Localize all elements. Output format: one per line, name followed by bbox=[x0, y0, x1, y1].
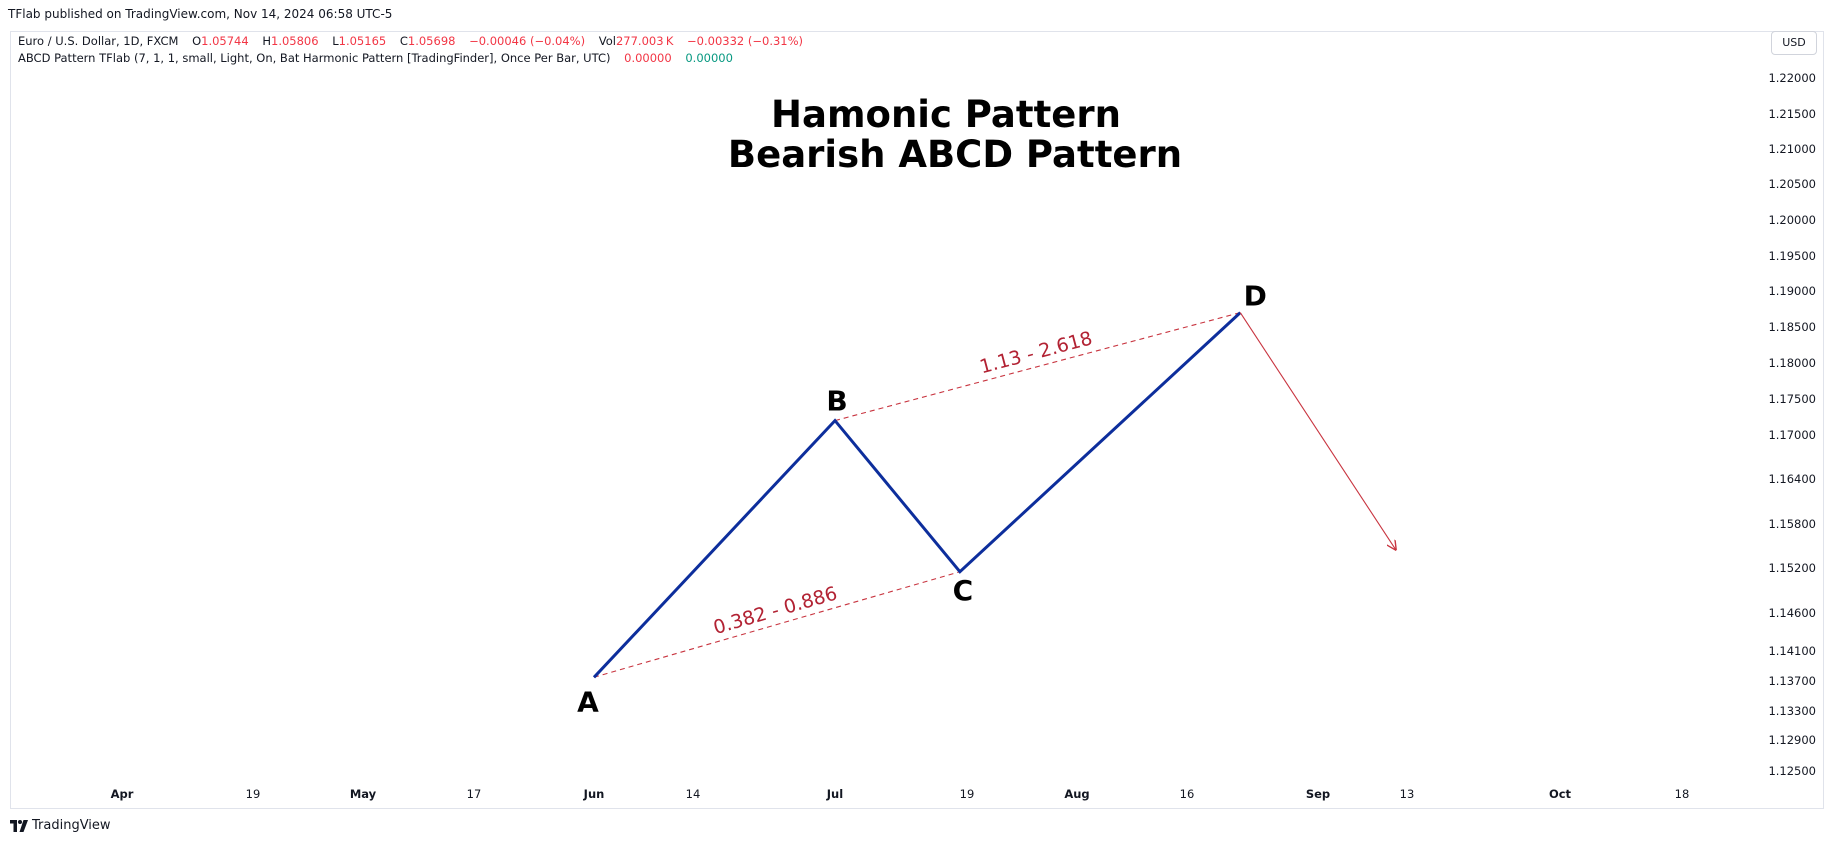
price-tick-label: 1.22000 bbox=[1768, 71, 1816, 85]
price-tick-label: 1.19000 bbox=[1768, 284, 1816, 298]
currency-button[interactable]: USD bbox=[1771, 31, 1817, 55]
time-tick-label: 16 bbox=[1180, 787, 1195, 801]
time-tick-label: Oct bbox=[1549, 787, 1572, 801]
price-tick-label: 1.17500 bbox=[1768, 392, 1816, 406]
price-tick-label: 1.17000 bbox=[1768, 428, 1816, 442]
vol-change: −0.00332 (−0.31%) bbox=[687, 34, 804, 48]
price-tick-label: 1.21000 bbox=[1768, 142, 1816, 156]
indicator-value-2: 0.00000 bbox=[685, 51, 733, 65]
time-axis[interactable]: Apr 19 May 17 Jun 14 Jul 19 Aug 16 Sep 13 Oct 18 bbox=[111, 787, 1690, 801]
chart-frame bbox=[10, 31, 1824, 809]
price-tick-label: 1.20000 bbox=[1768, 213, 1816, 227]
time-tick-label: Apr bbox=[111, 787, 134, 801]
time-tick-label: 13 bbox=[1400, 787, 1415, 801]
projection-arrow-line[interactable] bbox=[1239, 312, 1395, 550]
time-tick-label: 19 bbox=[246, 787, 261, 801]
close-value: 1.05698 bbox=[407, 34, 456, 48]
time-tick-label: Jul bbox=[826, 787, 843, 801]
time-tick-label: 14 bbox=[686, 787, 701, 801]
time-tick-label: 19 bbox=[960, 787, 975, 801]
published-caption: TFlab published on TradingView.com, Nov … bbox=[8, 7, 393, 21]
chart-title: Hamonic Pattern Bearish ABCD Pattern bbox=[728, 93, 1182, 176]
time-tick-label: 18 bbox=[1675, 787, 1690, 801]
time-tick-label: Sep bbox=[1306, 787, 1330, 801]
footer-brand[interactable]: TradingView bbox=[10, 818, 111, 833]
low-label: L bbox=[332, 34, 339, 48]
chart-title-line-1: Hamonic Pattern bbox=[771, 93, 1121, 136]
chart-title-line-2: Bearish ABCD Pattern bbox=[728, 133, 1182, 176]
time-tick-label: Jun bbox=[583, 787, 605, 801]
vol-value: 277.003 K bbox=[615, 34, 674, 48]
high-value: 1.05806 bbox=[271, 34, 319, 48]
symbol-legend[interactable]: Euro / U.S. Dollar, 1D, FXCM O1.05744 H1… bbox=[18, 34, 803, 48]
tradingview-logo-icon bbox=[10, 819, 28, 832]
open-value: 1.05744 bbox=[201, 34, 249, 48]
close-label: C bbox=[399, 34, 408, 48]
indicator-name[interactable]: ABCD Pattern TFlab (7, 1, 1, small, Ligh… bbox=[18, 51, 611, 65]
pattern-point-label: D bbox=[1244, 280, 1267, 313]
time-tick-label: May bbox=[350, 787, 377, 801]
vol-label: Vol bbox=[598, 34, 616, 48]
price-tick-label: 1.14600 bbox=[1768, 606, 1816, 620]
price-change: −0.00046 (−0.04%) bbox=[469, 34, 586, 48]
indicator-legend[interactable]: ABCD Pattern TFlab (7, 1, 1, small, Ligh… bbox=[18, 51, 733, 65]
indicator-value-1: 0.00000 bbox=[624, 51, 672, 65]
price-tick-label: 1.18000 bbox=[1768, 356, 1816, 370]
time-tick-label: 17 bbox=[467, 787, 482, 801]
abcd-pattern-line[interactable] bbox=[592, 311, 1242, 679]
price-tick-label: 1.12500 bbox=[1768, 764, 1816, 778]
price-axis[interactable]: 1.22000 1.21500 1.21000 1.20500 1.20000 1.195… bbox=[1768, 71, 1816, 778]
pattern-point-label: A bbox=[577, 685, 599, 718]
price-tick-label: 1.18500 bbox=[1768, 320, 1816, 334]
ratio-lines[interactable]: 0.382 - 0.886 1.13 - 2.618 bbox=[593, 312, 1241, 678]
price-tick-label: 1.12900 bbox=[1768, 733, 1816, 747]
low-value: 1.05165 bbox=[338, 34, 387, 48]
price-tick-label: 1.15800 bbox=[1768, 517, 1816, 531]
price-tick-label: 1.21500 bbox=[1768, 107, 1816, 121]
price-tick-label: 1.13300 bbox=[1768, 704, 1816, 718]
symbol-name[interactable]: Euro / U.S. Dollar, 1D, FXCM bbox=[18, 34, 179, 48]
pattern-point-labels: A B C D bbox=[577, 280, 1267, 719]
ratio-label: 1.13 - 2.618 bbox=[977, 327, 1094, 378]
ratio-line[interactable] bbox=[834, 312, 1241, 422]
price-tick-label: 1.20500 bbox=[1768, 177, 1816, 191]
footer-brand-label: TradingView bbox=[32, 818, 111, 833]
price-tick-label: 1.16400 bbox=[1768, 472, 1816, 486]
projection-arrow[interactable] bbox=[1239, 312, 1395, 550]
pattern-point-label: B bbox=[826, 385, 847, 418]
pattern-point-label: C bbox=[953, 574, 974, 607]
price-tick-label: 1.15200 bbox=[1768, 561, 1816, 575]
ratio-label: 0.382 - 0.886 bbox=[711, 582, 840, 639]
time-tick-label: Aug bbox=[1064, 787, 1089, 801]
price-tick-label: 1.19500 bbox=[1768, 249, 1816, 263]
ratio-line[interactable] bbox=[593, 571, 961, 678]
price-tick-label: 1.14100 bbox=[1768, 644, 1816, 658]
price-tick-label: 1.13700 bbox=[1768, 674, 1816, 688]
open-label: O bbox=[192, 34, 202, 48]
high-label: H bbox=[262, 34, 271, 48]
abcd-pattern[interactable] bbox=[592, 311, 1242, 679]
